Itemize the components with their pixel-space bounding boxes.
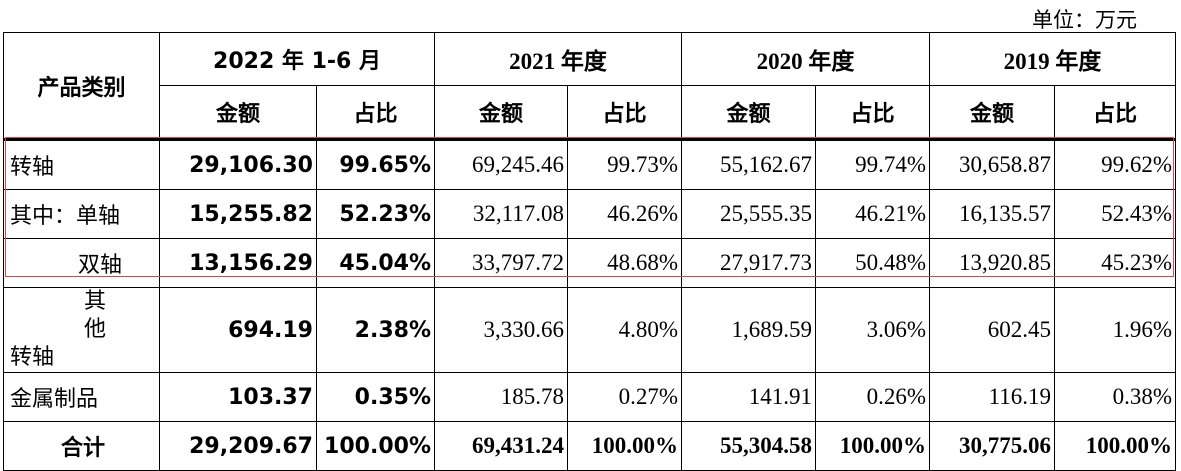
- cell-value: 100.00%: [316, 421, 435, 471]
- cell-value: 30,775.06: [929, 421, 1055, 471]
- header-period-2020: 2020 年度: [681, 32, 930, 86]
- cell-value: 116.19: [929, 372, 1055, 422]
- header-amount: 金额: [159, 85, 317, 140]
- cell-value: 99.73%: [567, 138, 682, 190]
- header-ratio: 占比: [815, 85, 930, 140]
- cell-value: 48.68%: [567, 238, 682, 288]
- header-period-2021: 2021 年度: [434, 32, 682, 86]
- cell-value: 100.00%: [567, 421, 682, 471]
- cell-value: 141.91: [681, 372, 816, 422]
- cell-value: 3,330.66: [434, 287, 568, 373]
- cell-value: 100.00%: [815, 421, 930, 471]
- cell-value: 103.37: [159, 372, 317, 422]
- row-category: 金属制品: [3, 372, 160, 422]
- cell-value: 0.38%: [1054, 372, 1176, 422]
- cell-value: 602.45: [929, 287, 1055, 373]
- header-row-periods: 产品类别 2022 年 1-6 月 2021 年度 2020 年度 2019 年…: [3, 32, 1176, 140]
- header-ratio: 占比: [1054, 85, 1176, 140]
- row-category-line2: 转轴: [10, 345, 55, 370]
- header-amount: 金额: [681, 85, 816, 140]
- table-row: 其中：单轴 15,255.82 52.23% 32,117.08 46.26% …: [3, 189, 1176, 239]
- header-ratio: 占比: [567, 85, 682, 140]
- cell-value: 99.62%: [1054, 138, 1176, 190]
- cell-value: 32,117.08: [434, 189, 568, 239]
- cell-value: 16,135.57: [929, 189, 1055, 239]
- cell-value: 46.26%: [567, 189, 682, 239]
- cell-value: 29,209.67: [159, 421, 317, 471]
- cell-value: 27,917.73: [681, 238, 816, 288]
- cell-value: 55,304.58: [681, 421, 816, 471]
- cell-value: 1.96%: [1054, 287, 1176, 373]
- cell-value: 0.35%: [316, 372, 435, 422]
- cell-value: 30,658.87: [929, 138, 1055, 190]
- cell-value: 45.23%: [1054, 238, 1176, 288]
- cell-value: 50.48%: [815, 238, 930, 288]
- table-row: 双轴 13,156.29 45.04% 33,797.72 48.68% 27,…: [3, 238, 1176, 288]
- header-row-metrics: 金额 占比 金额 占比 金额 占比 金额 占比: [4, 85, 1176, 140]
- cell-value: 1,689.59: [681, 287, 816, 373]
- row-category: 其他 转轴: [3, 287, 160, 373]
- cell-value: 100.00%: [1054, 421, 1176, 471]
- header-amount: 金额: [929, 85, 1055, 140]
- row-category: 转轴: [3, 138, 160, 190]
- header-period-2022h1: 2022 年 1-6 月: [159, 32, 435, 86]
- cell-value: 69,431.24: [434, 421, 568, 471]
- cell-value: 694.19: [159, 287, 317, 373]
- row-category: 合计: [3, 421, 160, 471]
- table-row: 金属制品 103.37 0.35% 185.78 0.27% 141.91 0.…: [3, 372, 1176, 422]
- row-category: 其中：单轴: [3, 189, 160, 239]
- table-row: 转轴 29,106.30 99.65% 69,245.46 99.73% 55,…: [3, 138, 1176, 190]
- cell-value: 4.80%: [567, 287, 682, 373]
- cell-value: 33,797.72: [434, 238, 568, 288]
- header-category: 产品类别: [3, 32, 160, 140]
- table-row: 其他 转轴 694.19 2.38% 3,330.66 4.80% 1,689.…: [3, 287, 1176, 373]
- header-ratio: 占比: [316, 85, 435, 140]
- table-row-total: 合计 29,209.67 100.00% 69,431.24 100.00% 5…: [3, 421, 1176, 471]
- cell-value: 3.06%: [815, 287, 930, 373]
- row-category: 双轴: [3, 238, 160, 288]
- cell-value: 46.21%: [815, 189, 930, 239]
- cell-value: 13,156.29: [159, 238, 317, 288]
- cell-value: 15,255.82: [159, 189, 317, 239]
- cell-value: 185.78: [434, 372, 568, 422]
- cell-value: 25,555.35: [681, 189, 816, 239]
- product-revenue-table: 产品类别 2022 年 1-6 月 2021 年度 2020 年度 2019 年…: [3, 32, 1176, 471]
- cell-value: 0.26%: [815, 372, 930, 422]
- header-period-2019: 2019 年度: [929, 32, 1176, 86]
- cell-value: 55,162.67: [681, 138, 816, 190]
- cell-value: 99.74%: [815, 138, 930, 190]
- cell-value: 99.65%: [316, 138, 435, 190]
- cell-value: 0.27%: [567, 372, 682, 422]
- cell-value: 29,106.30: [159, 138, 317, 190]
- row-category-line1: 其他: [84, 289, 127, 342]
- cell-value: 13,920.85: [929, 238, 1055, 288]
- header-amount: 金额: [434, 85, 568, 140]
- cell-value: 2.38%: [316, 287, 435, 373]
- cell-value: 52.23%: [316, 189, 435, 239]
- cell-value: 52.43%: [1054, 189, 1176, 239]
- unit-label: 单位：万元: [1032, 8, 1137, 32]
- cell-value: 69,245.46: [434, 138, 568, 190]
- cell-value: 45.04%: [316, 238, 435, 288]
